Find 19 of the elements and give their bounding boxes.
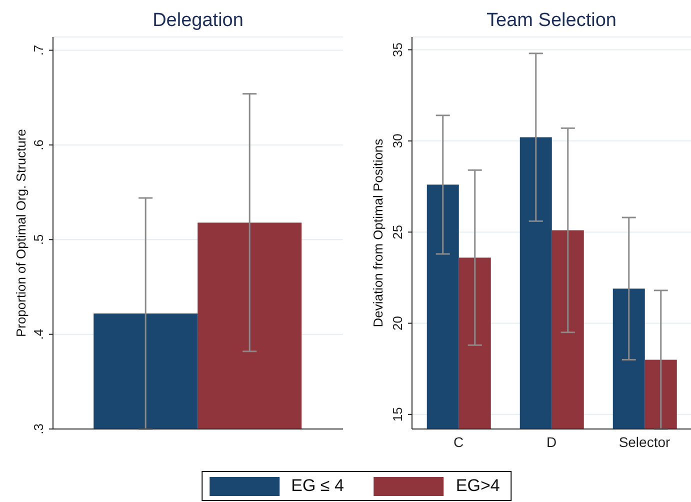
y-tick-label: .4 — [31, 328, 46, 340]
y-tick-label: .3 — [31, 424, 46, 434]
legend-label: EG>4 — [456, 476, 500, 496]
y-tick-label: 25 — [390, 224, 405, 240]
x-tick-label: Selector — [618, 434, 671, 450]
chart-title: Team Selection — [486, 9, 618, 33]
y-tick-label: 30 — [390, 134, 405, 148]
x-tick-label: C — [453, 434, 464, 450]
legend-label: EG ≤ 4 — [291, 476, 344, 496]
y-tick-label: .6 — [31, 140, 46, 150]
y-tick-label: .7 — [31, 44, 46, 56]
y-axis-title: Proportion of Optimal Org. Structure — [14, 128, 28, 338]
y-tick-label: .5 — [31, 234, 46, 246]
y-tick-label: 35 — [390, 42, 405, 57]
chart-title: Delegation — [152, 9, 244, 33]
y-tick-label: 20 — [390, 316, 405, 330]
x-tick-label: D — [546, 434, 557, 450]
y-axis-title: Deviation from Optimal Positions — [370, 138, 386, 328]
y-tick-label: 15 — [390, 407, 405, 422]
